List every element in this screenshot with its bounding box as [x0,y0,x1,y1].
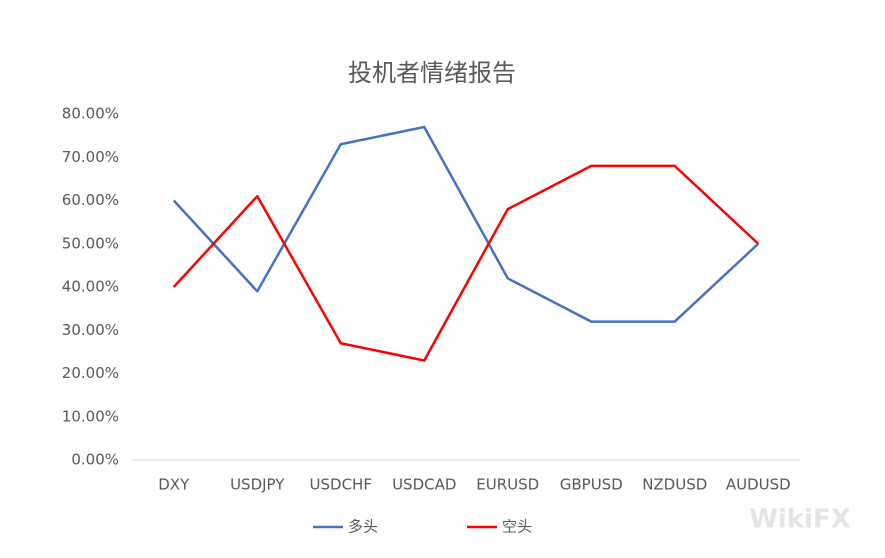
series-line [172,125,760,323]
x-tick-label: NZDUSD [642,476,707,494]
series-line [172,164,760,362]
y-tick-label: 10.00% [62,407,119,425]
y-tick-label: 20.00% [62,364,119,382]
x-tick-label: GBPUSD [560,476,623,494]
watermark: WikiFX [749,505,851,535]
x-tick-label: AUDUSD [726,476,791,494]
x-tick-label: EURUSD [476,476,539,494]
y-tick-label: 70.00% [62,148,119,166]
x-tick-label: DXY [158,476,190,494]
y-tick-label: 0.00% [71,451,119,469]
y-tick-label: 60.00% [62,191,119,209]
x-tick-label: USDCAD [392,476,456,494]
y-tick-label: 40.00% [62,278,119,296]
y-tick-label: 80.00% [62,105,119,123]
chart-title: 投机者情绪报告 [348,59,516,87]
y-tick-label: 50.00% [62,234,119,252]
x-tick-label: USDCHF [310,476,372,494]
legend-label: 空头 [502,518,532,536]
x-tick-label: USDJPY [230,476,285,494]
y-tick-label: 30.00% [62,321,119,339]
legend-label: 多头 [348,518,378,536]
